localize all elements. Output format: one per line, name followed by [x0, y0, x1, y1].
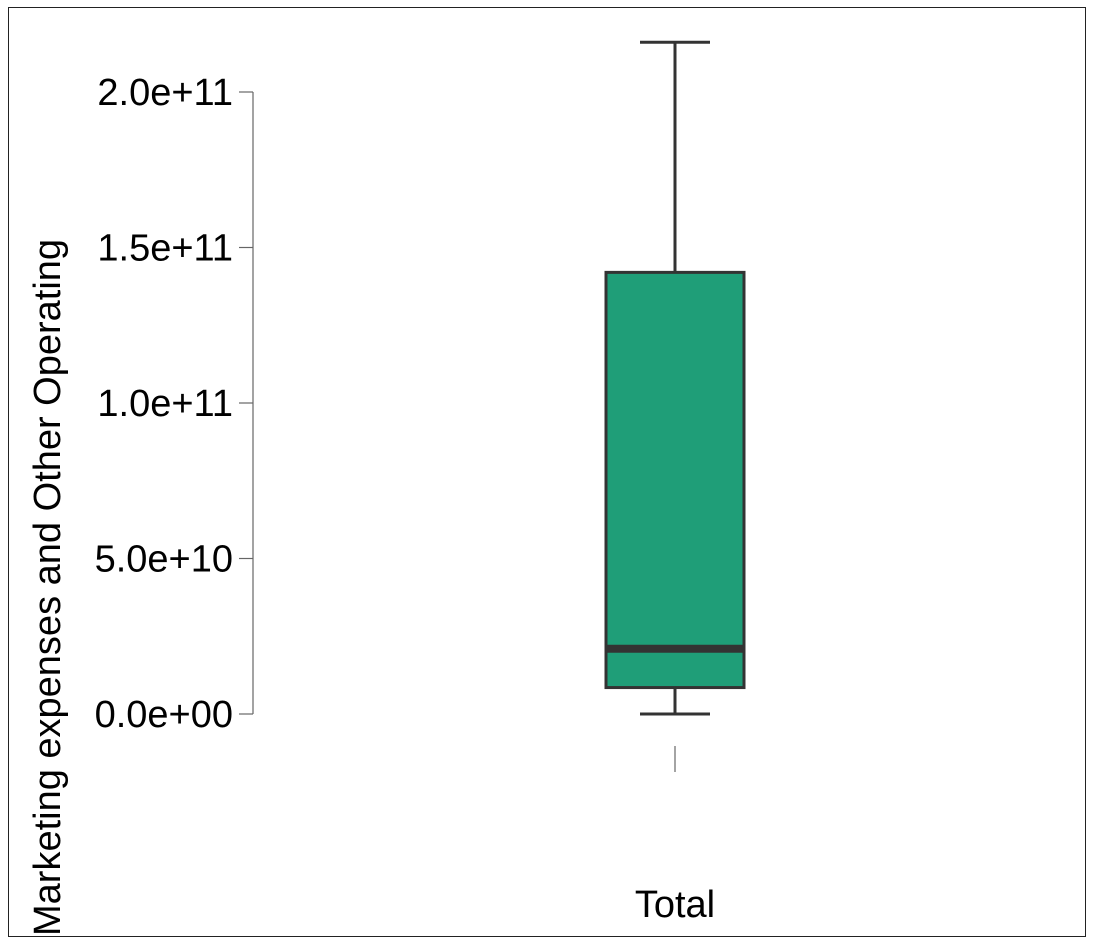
box-layer — [606, 42, 744, 714]
y-axis-title: Marketing expenses and Other Operating — [27, 239, 69, 936]
iqr-box — [606, 272, 744, 687]
y-tick-label: 1.5e+11 — [97, 228, 233, 270]
y-tick-label: 0.0e+00 — [95, 694, 233, 736]
x-axis: Total — [635, 746, 715, 926]
y-tick-label: 1.0e+11 — [97, 383, 233, 425]
x-category-label: Total — [635, 884, 715, 926]
y-tick-label: 5.0e+10 — [95, 539, 233, 581]
y-tick-label: 2.0e+11 — [97, 72, 233, 114]
y-axis: 0.0e+00 5.0e+10 1.0e+11 1.5e+11 2.0e+11 — [95, 72, 253, 736]
